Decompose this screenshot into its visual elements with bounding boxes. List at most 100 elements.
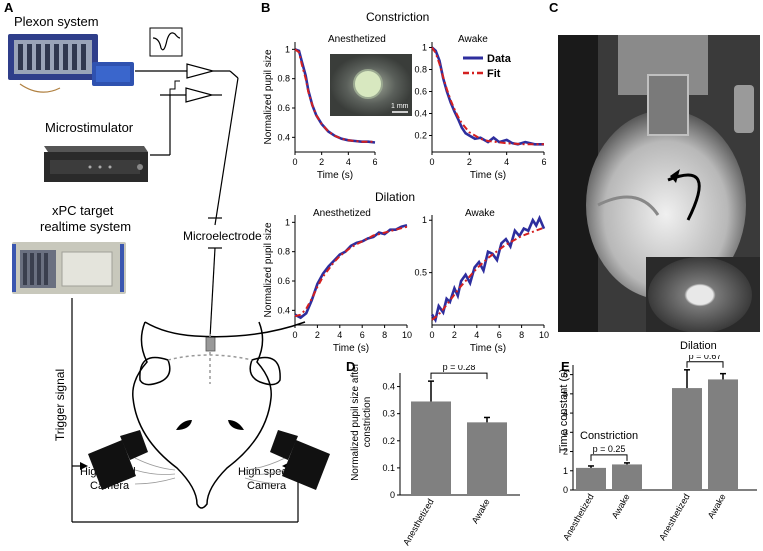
group-label-dilation: Dilation — [680, 340, 717, 352]
microstimulator-illustration — [44, 146, 148, 182]
y-tick-label: 5 — [563, 389, 568, 399]
panel-label-d: D — [346, 359, 356, 374]
y-tick-label: 0.8 — [277, 247, 290, 257]
x-tick-label: 2 — [467, 157, 472, 167]
category-label: Anesthetized — [657, 492, 692, 542]
y-tick-label: 0.4 — [277, 305, 290, 315]
x-axis-label: Time (s) — [470, 343, 506, 354]
x-tick-label: 4 — [337, 330, 342, 340]
bar — [612, 464, 642, 490]
category-label: Anesthetized — [561, 492, 596, 542]
category-label: Awake — [706, 492, 728, 520]
category-label: Awake — [610, 492, 632, 520]
x-axis-label: Time (s) — [333, 343, 369, 354]
xpc-label-line2: realtime system — [40, 219, 132, 234]
y-tick-label: 0.4 — [414, 109, 427, 119]
panel-label-b: B — [261, 0, 271, 15]
significance-bracket — [430, 372, 488, 380]
x-tick-label: 10 — [539, 330, 549, 340]
y-tick-label: 0.2 — [414, 131, 427, 141]
panel-e-chart: 0 1 2 3 4 5 6 Anesthetized Awake Anesthetized Awak… — [561, 355, 757, 542]
x-tick-label: 4 — [346, 157, 351, 167]
y-tick-label: 0.1 — [382, 463, 395, 473]
y-tick-label: 0.3 — [382, 409, 395, 419]
fit-series-line — [294, 225, 408, 318]
x-tick-label: 6 — [372, 157, 377, 167]
y-tick-label: 0.5 — [414, 268, 427, 278]
x-tick-label: 6 — [541, 157, 546, 167]
x-tick-label: 0 — [429, 330, 434, 340]
subtitle-awake-bottom: Awake — [465, 208, 495, 219]
microelectrode-label: Microelectrode — [183, 229, 262, 243]
p-value-label: p = 0.25 — [593, 444, 626, 454]
x-tick-label: 10 — [402, 330, 412, 340]
fit-series-line — [294, 48, 375, 143]
scalebar-label: 1 mm — [391, 103, 409, 110]
x-axis-label: Time (s) — [470, 170, 506, 181]
p-value-label: p = 0.28 — [443, 365, 476, 372]
y-tick-label: 0.6 — [277, 103, 290, 113]
row-title-constriction: Constriction — [366, 10, 430, 24]
fit-series-line — [431, 226, 545, 321]
plexon-device-illustration — [8, 34, 134, 93]
panel-label-c: C — [549, 0, 559, 15]
x-tick-label: 4 — [474, 330, 479, 340]
camera-right-label-2: Camera — [247, 480, 287, 492]
chart-constriction-awake: 0 2 4 6 0.2 0.4 0.6 0.8 1 Time (s) — [414, 42, 547, 181]
subtitle-anesthetized-bottom: Anesthetized — [313, 208, 371, 219]
y-axis-label: Normalized pupil size — [263, 222, 274, 317]
bar — [411, 401, 451, 495]
y-tick-label: 3 — [563, 427, 568, 437]
legend-fit-label: Fit — [487, 68, 501, 80]
p-value-label: p = 0.67 — [689, 355, 722, 361]
category-label: Awake — [470, 497, 492, 525]
xpc-target-illustration — [12, 242, 126, 294]
panel-label-a: A — [4, 0, 14, 15]
y-tick-label: 6 — [563, 370, 568, 380]
x-tick-label: 0 — [292, 157, 297, 167]
panel-label-e: E — [561, 359, 570, 374]
x-tick-label: 0 — [292, 330, 297, 340]
chart-constriction-anesthetized: 0 2 4 6 0.4 0.6 0.8 1 Time (s) Normalized pupil s… — [263, 42, 378, 181]
panel-b-charts: 0 2 4 6 0.4 0.6 0.8 1 Time (s) Normalized pupil s… — [263, 42, 549, 354]
data-series-line — [294, 224, 408, 320]
x-tick-label: 0 — [429, 157, 434, 167]
y-tick-label: 1 — [563, 466, 568, 476]
x-tick-label: 4 — [504, 157, 509, 167]
y-tick-label: 1 — [422, 215, 427, 225]
camera-right-illustration — [270, 430, 330, 490]
y-tick-label: 2 — [563, 447, 568, 457]
y-tick-label: 1 — [422, 43, 427, 53]
y-tick-label: 0 — [390, 490, 395, 500]
plexon-label: Plexon system — [14, 14, 99, 29]
bar — [672, 388, 702, 490]
y-tick-label: 0.4 — [382, 382, 395, 392]
camera-left-illustration — [88, 430, 148, 490]
panel-d-chart: 0 0.1 0.2 0.3 0.4 Anesthetized Awake p = 0.28 — [382, 365, 520, 547]
x-tick-label: 8 — [382, 330, 387, 340]
subtitle-anesthetized-top: Anesthetized — [328, 34, 386, 45]
mouse-photo — [558, 35, 760, 332]
x-tick-label: 6 — [360, 330, 365, 340]
y-tick-label: 0 — [563, 485, 568, 495]
group-label-constriction: Constriction — [580, 430, 639, 442]
y-tick-label: 0.2 — [382, 436, 395, 446]
y-tick-label: 0.8 — [277, 74, 290, 84]
significance-bracket — [686, 361, 724, 368]
fit-series-line — [431, 46, 544, 146]
pupil-image-inset: 1 mm — [330, 54, 412, 116]
xpc-label-line1: xPC target — [52, 203, 114, 218]
mouse-whiskers — [134, 457, 286, 485]
mouse-eyes — [176, 420, 244, 430]
chart-legend: Data Fit — [463, 53, 512, 80]
chart-dilation-awake: 0 2 4 6 8 10 0.5 1 Time (s) — [414, 214, 549, 354]
significance-bracket — [590, 454, 628, 461]
y-tick-label: 0.6 — [277, 276, 290, 286]
x-tick-label: 2 — [319, 157, 324, 167]
chart-dilation-anesthetized: 0 2 4 6 8 10 0.4 0.6 0.8 1 Time (s) Normalized pupi… — [263, 215, 412, 354]
bar — [708, 379, 738, 490]
category-label: Anesthetized — [401, 497, 436, 547]
x-tick-label: 8 — [519, 330, 524, 340]
x-axis-label: Time (s) — [317, 170, 353, 181]
setup-diagram — [8, 27, 330, 523]
